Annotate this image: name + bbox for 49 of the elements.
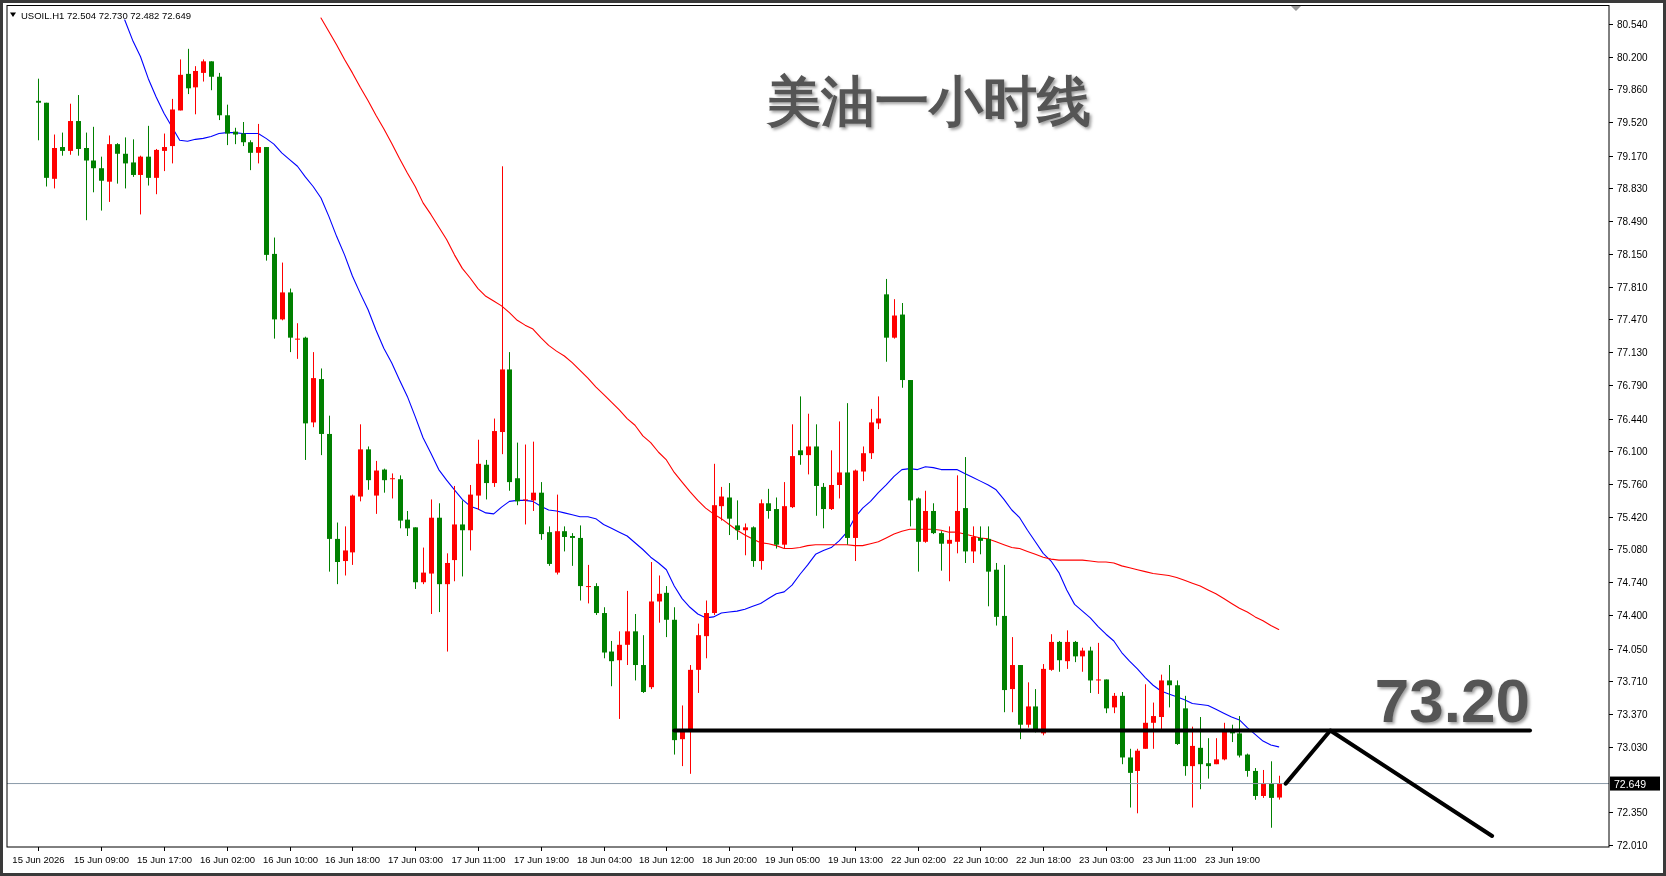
x-tick-label: 19 Jun 13:00 <box>828 853 883 865</box>
ref-line-label: 73.20 <box>1374 666 1530 736</box>
y-tick-label: 80.540 <box>1617 19 1649 30</box>
x-tick-label: 22 Jun 18:00 <box>1016 853 1071 865</box>
y-tick-label: 76.790 <box>1617 380 1649 391</box>
x-tick-label: 17 Jun 03:00 <box>388 853 443 865</box>
y-tick-label: 75.080 <box>1617 544 1649 555</box>
y-tick-label: 75.760 <box>1617 479 1649 490</box>
y-tick-label: 74.050 <box>1617 644 1649 655</box>
y-tick-label: 74.740 <box>1617 577 1649 588</box>
y-tick-label: 78.490 <box>1617 216 1649 227</box>
x-tick-label: 15 Jun 17:00 <box>137 853 192 865</box>
y-tick-label: 79.860 <box>1617 84 1649 95</box>
y-tick-label: 73.370 <box>1617 709 1649 720</box>
x-tick-label: 23 Jun 19:00 <box>1205 853 1260 865</box>
x-tick-label: 23 Jun 11:00 <box>1142 853 1197 865</box>
y-tick-label: 75.420 <box>1617 512 1649 523</box>
x-tick-label: 17 Jun 11:00 <box>451 853 506 865</box>
text: 美油一小时线 <box>766 69 1091 133</box>
y-tick-label: 73.030 <box>1617 742 1649 753</box>
x-tick-label: 19 Jun 05:00 <box>765 853 820 865</box>
x-tick-label: 16 Jun 10:00 <box>263 853 318 865</box>
y-tick-label: 78.150 <box>1617 249 1649 260</box>
x-tick-label: 18 Jun 04:00 <box>577 853 632 865</box>
y-tick-label: 79.170 <box>1617 151 1649 162</box>
x-tick-label: 22 Jun 10:00 <box>953 853 1008 865</box>
x-tick-label: 15 Jun 09:00 <box>74 853 129 865</box>
chart-subtitle: USOIL.H1 72.504 72.730 72.482 72.649 <box>21 9 192 21</box>
x-tick-label: 17 Jun 19:00 <box>514 853 569 865</box>
y-tick-label: 72.010 <box>1617 840 1649 851</box>
x-tick-label: 18 Jun 12:00 <box>639 853 694 865</box>
y-tick-label: 76.100 <box>1617 446 1649 457</box>
x-tick-label: 18 Jun 20:00 <box>702 853 757 865</box>
y-tick-label: 78.830 <box>1617 183 1649 194</box>
y-tick-label: 79.520 <box>1617 117 1649 128</box>
y-tick-label: 74.400 <box>1617 610 1649 621</box>
ref-line-label: 72.649 <box>1614 777 1647 790</box>
x-tick-label: 22 Jun 02:00 <box>891 853 946 865</box>
y-tick-label: 77.470 <box>1617 314 1649 325</box>
x-tick-label: 16 Jun 02:00 <box>200 853 255 865</box>
x-tick-label: 16 Jun 18:00 <box>325 853 380 865</box>
x-tick-label: 15 Jun 2026 <box>12 853 65 865</box>
y-tick-label: 77.810 <box>1617 282 1649 293</box>
y-tick-label: 77.130 <box>1617 347 1649 358</box>
y-tick-label: 76.440 <box>1617 414 1649 425</box>
y-tick-label: 80.200 <box>1617 52 1649 63</box>
x-tick-label: 23 Jun 03:00 <box>1079 853 1134 865</box>
y-tick-label: 73.710 <box>1617 676 1649 687</box>
y-tick-label: 72.350 <box>1617 807 1649 818</box>
